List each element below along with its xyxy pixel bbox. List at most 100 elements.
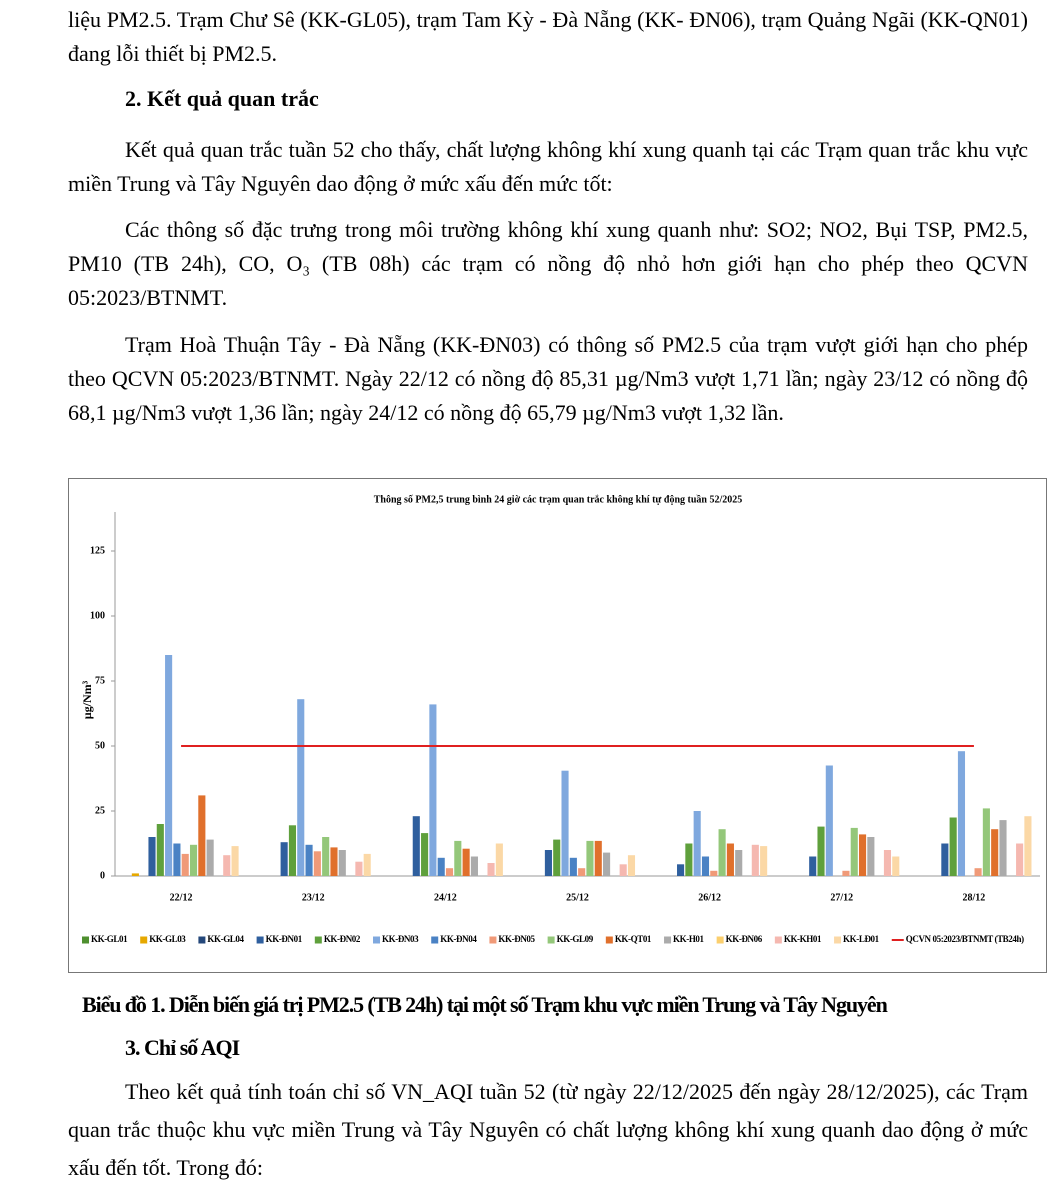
bar [181,853,189,876]
legend-swatch [547,936,555,944]
legend-swatch [82,936,89,944]
legend-label: KK-LĐ01 [843,934,880,944]
bar [561,770,569,876]
bar [1016,843,1024,876]
y-tick-label: 50 [95,740,105,751]
legend-label: KK-ĐN02 [324,934,361,944]
bar [462,848,470,876]
bar [751,844,759,876]
bar [693,811,701,876]
legend-label: KK-GL04 [207,934,244,944]
bar [850,827,858,876]
bar [421,833,429,876]
bar [322,837,330,876]
bar [553,839,561,876]
bar [454,840,462,876]
legend-swatch [314,936,322,944]
bar [156,824,164,876]
bar [429,704,437,876]
bar [619,864,627,876]
bar [313,851,321,876]
caption: Biểu đồ 1. Diễn biến giá trị PM2.5 (TB 2… [82,992,888,1017]
x-tick-label: 28/12 [963,892,986,903]
paragraph: liệu PM2.5. Trạm Chư Sê (KK-GL05), trạm … [68,7,1028,66]
y-tick-label: 0 [100,870,105,881]
x-tick-label: 25/12 [566,892,589,903]
legend-swatch [431,936,439,944]
bar [594,840,602,876]
bar [330,847,338,876]
bar [445,868,454,876]
heading: 2. Kết quả quan trắc [125,86,319,111]
legend-label: KK-QT01 [615,934,652,944]
legend-swatch [834,936,842,944]
bar [173,843,181,876]
bar [231,846,239,876]
paragraph: Các thông số đặc trưng trong môi trường … [68,217,1028,310]
bar [603,852,611,876]
x-tick-label: 23/12 [302,892,325,903]
legend-label: KK-GL09 [557,934,594,944]
legend-swatch [774,936,782,944]
legend-label: KK-ĐN03 [382,934,419,944]
bar [991,829,999,876]
bar [495,843,503,876]
legend-label: KK-H01 [673,934,704,944]
bar [685,843,693,876]
legend-label: KK-GL03 [149,934,186,944]
legend-swatch [256,936,264,944]
legend-swatch [605,936,613,944]
y-tick-label: 75 [95,675,105,686]
bar [288,825,297,876]
legend-label: KK-ĐN01 [266,934,303,944]
bar [701,856,710,876]
bar [982,808,990,876]
bar [825,765,833,876]
chart-frame [68,478,1047,973]
bar [892,856,900,876]
paragraph: Trạm Hoà Thuận Tây - Đà Nẵng (KK-ĐN03) c… [68,332,1028,425]
legend-label: KK-KH01 [784,934,822,944]
legend-label: KK-ĐN06 [726,934,763,944]
heading: 3. Chỉ số AQI [125,1035,240,1060]
x-tick-label: 27/12 [830,892,853,903]
legend-swatch [373,936,381,944]
bar [974,868,982,876]
legend-label: KK-ĐN05 [498,934,535,944]
bar [726,843,734,876]
bar [627,855,636,876]
legend-swatch [489,936,497,944]
bar [437,857,445,876]
bar [883,850,892,876]
bar [470,856,478,876]
bar [189,844,198,876]
legend-swatch [664,936,672,944]
bar [223,855,231,876]
bar [867,837,875,876]
paragraph: Kết quả quan trắc tuần 52 cho thấy, chất… [68,137,1028,196]
bar [305,844,313,876]
bar [760,846,768,876]
y-tick-label: 25 [95,805,105,816]
bar [999,820,1007,876]
bar [817,826,825,876]
legend-swatch [198,936,206,944]
x-tick-label: 24/12 [434,892,457,903]
paragraph: Theo kết quả tính toán chỉ số VN_AQI tuầ… [68,1079,1028,1180]
legend-label: KK-GL01 [91,934,128,944]
bar [858,834,867,876]
bar [569,857,577,876]
bar [297,699,305,876]
bar [809,856,817,876]
bar [198,795,206,876]
legend-label: KK-ĐN04 [440,934,477,944]
bar [718,829,726,876]
bar [1024,816,1032,876]
bar [131,873,139,876]
chart-title: Thông số PM2,5 trung bình 24 giờ các trạ… [374,494,743,505]
bar [957,751,966,876]
bar [578,868,586,876]
bar [338,850,346,876]
bar [363,853,371,876]
